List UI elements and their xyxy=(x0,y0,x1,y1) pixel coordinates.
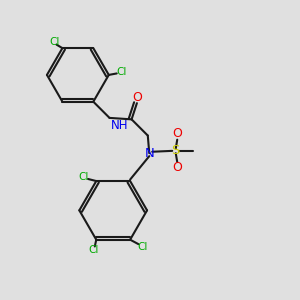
Text: O: O xyxy=(133,92,142,104)
Text: Cl: Cl xyxy=(137,242,148,252)
Text: Cl: Cl xyxy=(116,67,126,77)
Text: Cl: Cl xyxy=(79,172,89,182)
Text: NH: NH xyxy=(110,119,128,132)
Text: Cl: Cl xyxy=(88,245,98,255)
Text: O: O xyxy=(172,127,182,140)
Text: S: S xyxy=(172,144,180,158)
Text: O: O xyxy=(172,161,182,174)
Text: Cl: Cl xyxy=(49,37,59,47)
Text: N: N xyxy=(144,147,154,160)
